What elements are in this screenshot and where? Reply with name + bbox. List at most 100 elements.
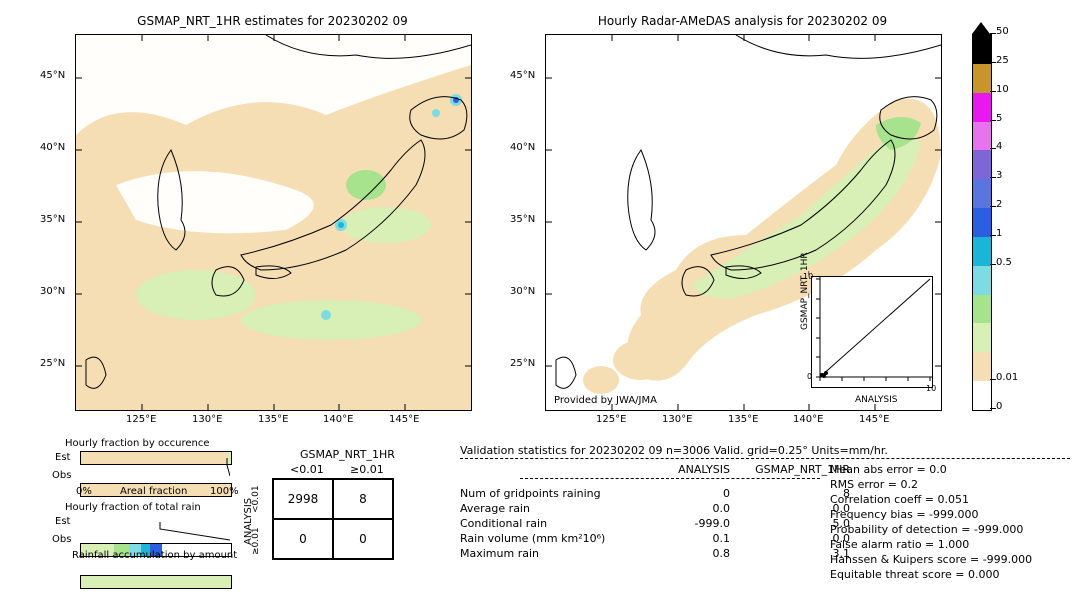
colorbar-tick <box>990 62 996 63</box>
contingency-row-lt: <0.01 <box>251 485 261 513</box>
contingency-col-header: GSMAP_NRT_1HR <box>300 448 395 461</box>
colorbar-segment <box>973 381 991 410</box>
colorbar-segment <box>973 352 991 381</box>
left-y-25: 25°N <box>40 358 65 369</box>
table-row: Average rain0.00.0 <box>460 501 860 516</box>
table-row: Num of gridpoints raining08 <box>460 486 860 501</box>
colorbar-tick <box>990 33 996 34</box>
stat-line: Hanssen & Kuipers score = -999.000 <box>830 552 1032 567</box>
left-x-140: 140°E <box>323 414 353 425</box>
right-x-145: 145°E <box>859 414 889 425</box>
rain-title: Hourly fraction of total rain <box>65 502 201 513</box>
validation-header: Validation statistics for 20230202 09 n=… <box>460 444 888 457</box>
left-map-title: GSMAP_NRT_1HR estimates for 20230202 09 <box>75 14 470 28</box>
right-x-135: 135°E <box>728 414 758 425</box>
validation-right: Mean abs error = 0.0RMS error = 0.2Corre… <box>830 462 1032 582</box>
rain-obs-bar <box>80 575 232 589</box>
right-x-140: 140°E <box>793 414 823 425</box>
colorbar-tick <box>990 264 996 265</box>
colorbar-segment <box>973 179 991 208</box>
right-y-30: 30°N <box>510 286 535 297</box>
right-x-125: 125°E <box>596 414 626 425</box>
occ-100pct: 100% <box>210 486 239 497</box>
validation-divider <box>460 458 1070 459</box>
colorbar-segment <box>973 237 991 266</box>
left-map-svg <box>76 35 471 410</box>
colorbar-label: 5 <box>996 113 1002 124</box>
inset-ylabel: GSMAP_NRT_1HR <box>800 252 810 330</box>
colorbar-labels: 502510543210.50.010 <box>996 28 1036 415</box>
right-x-130: 130°E <box>662 414 692 425</box>
colorbar-segment <box>973 93 991 122</box>
colorbar-cap-icon <box>971 22 991 34</box>
colorbar-label: 0.5 <box>996 257 1012 268</box>
colorbar-tick <box>990 120 996 121</box>
colorbar-tick <box>990 379 996 380</box>
stat-line: False alarm ratio = 1.000 <box>830 537 1032 552</box>
stat-line: Equitable threat score = 0.000 <box>830 567 1032 582</box>
inset-y-0: 0 <box>807 372 812 381</box>
occ-connector-icon <box>80 451 230 483</box>
colorbar-label: 25 <box>996 55 1009 66</box>
stat-line: Probability of detection = -999.000 <box>830 522 1032 537</box>
left-map <box>75 34 472 411</box>
table-row: Conditional rain-999.05.0 <box>460 516 860 531</box>
colorbar-tick <box>990 148 996 149</box>
occ-obs-label: Obs <box>52 470 71 481</box>
cell-00: 2998 <box>273 479 333 519</box>
contingency-grid: 2998 8 0 0 <box>272 478 394 560</box>
left-x-125: 125°E <box>126 414 156 425</box>
colorbar-segment <box>973 323 991 352</box>
right-y-40: 40°N <box>510 142 535 153</box>
rain-obs-label: Obs <box>52 534 71 545</box>
occ-0pct: 0% <box>76 486 92 497</box>
left-y-45: 45°N <box>40 70 65 81</box>
bar-segment <box>81 576 231 588</box>
stat-line: RMS error = 0.2 <box>830 477 1032 492</box>
right-map: Provided by JWA/JMA <box>545 34 942 411</box>
col-analysis: ANALYSIS <box>655 462 740 477</box>
validation-left-table: ANALYSIS GSMAP_NRT_1HR <box>460 462 860 480</box>
rain-footer: Rainfall accumulation by amount <box>72 550 237 561</box>
cell-01: 8 <box>333 479 393 519</box>
colorbar-segment <box>973 295 991 324</box>
attribution-text: Provided by JWA/JMA <box>554 395 657 406</box>
colorbar-label: 2 <box>996 199 1002 210</box>
right-y-45: 45°N <box>510 70 535 81</box>
cell-11: 0 <box>333 519 393 559</box>
occ-title: Hourly fraction by occurence <box>65 438 209 449</box>
colorbar-label: 0 <box>996 401 1002 412</box>
contingency-col-lt: <0.01 <box>290 463 324 476</box>
colorbar-tick <box>990 206 996 207</box>
table-row: Rain volume (mm km²10⁶)0.10.0 <box>460 531 860 546</box>
left-x-130: 130°E <box>192 414 222 425</box>
left-y-40: 40°N <box>40 142 65 153</box>
colorbar-tick <box>990 91 996 92</box>
colorbar-segment <box>973 35 991 64</box>
occ-est-label: Est <box>55 452 70 463</box>
left-x-145: 145°E <box>389 414 419 425</box>
colorbar-tick <box>990 177 996 178</box>
right-y-25: 25°N <box>510 358 535 369</box>
colorbar-segment <box>973 208 991 237</box>
colorbar-label: 10 <box>996 84 1009 95</box>
rain-est-label: Est <box>55 516 70 527</box>
colorbar <box>972 34 992 411</box>
contingency-row-ge: ≥0.01 <box>251 527 261 555</box>
inset-xlabel: ANALYSIS <box>855 395 897 405</box>
colorbar-label: 1 <box>996 228 1002 239</box>
cell-10: 0 <box>273 519 333 559</box>
right-y-35: 35°N <box>510 214 535 225</box>
left-x-135: 135°E <box>258 414 288 425</box>
colorbar-segment <box>973 150 991 179</box>
colorbar-segment <box>973 266 991 295</box>
left-y-35: 35°N <box>40 214 65 225</box>
stat-line: Correlation coeff = 0.051 <box>830 492 1032 507</box>
colorbar-segment <box>973 64 991 93</box>
colorbar-label: 4 <box>996 141 1002 152</box>
validation-rows: Num of gridpoints raining08Average rain0… <box>460 486 860 561</box>
left-y-30: 30°N <box>40 286 65 297</box>
contingency-col-ge: ≥0.01 <box>350 463 384 476</box>
occ-axis-label: Areal fraction <box>120 486 187 497</box>
stat-line: Mean abs error = 0.0 <box>830 462 1032 477</box>
